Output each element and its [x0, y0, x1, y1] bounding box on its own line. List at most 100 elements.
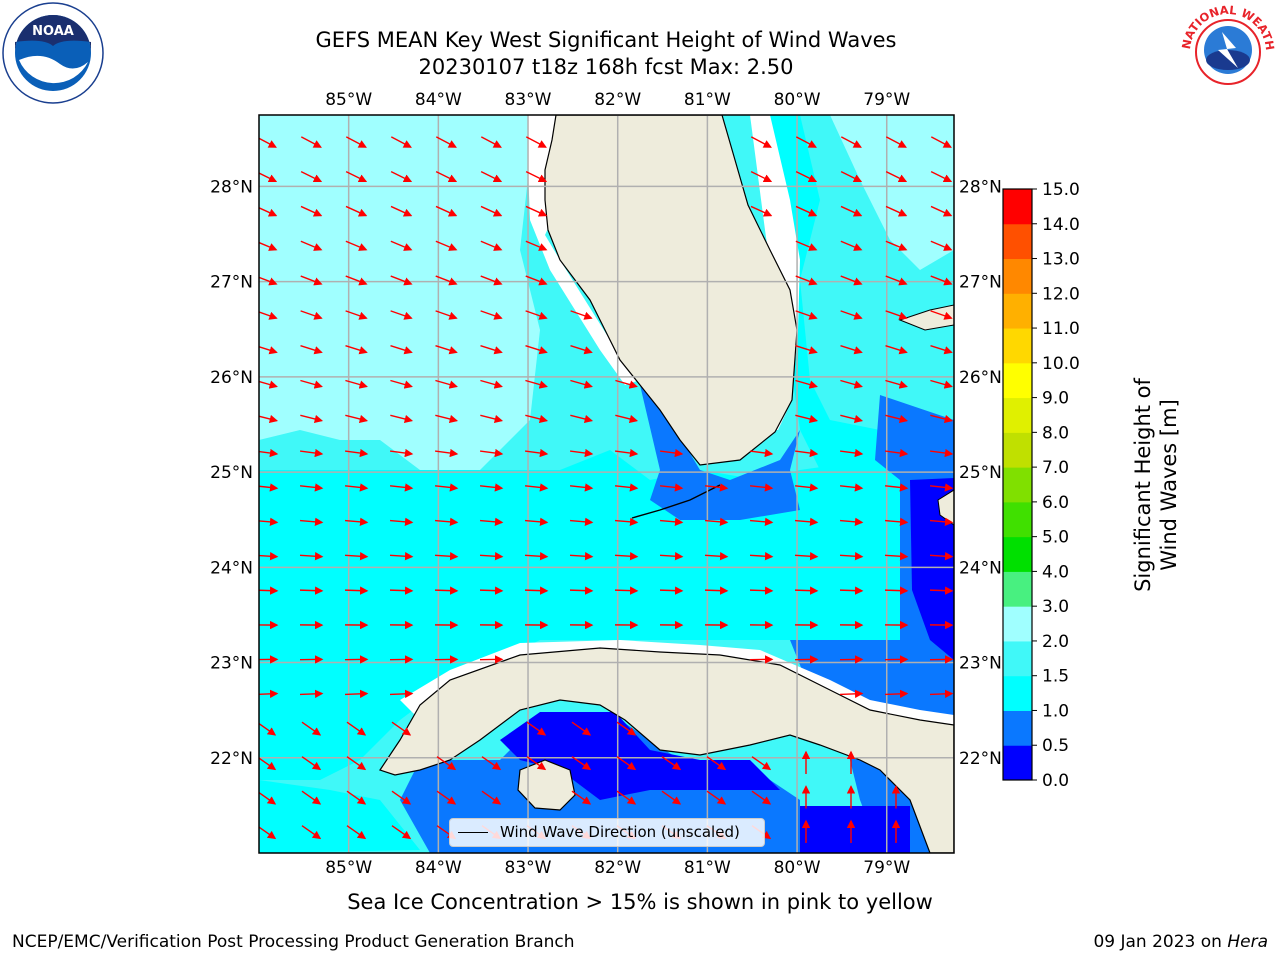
map-panel	[259, 115, 954, 853]
colorbar-swatch	[1003, 606, 1032, 642]
wind-wave-arrow	[526, 721, 547, 736]
wind-wave-arrow	[344, 689, 369, 699]
colorbar-swatch	[1003, 189, 1032, 225]
wind-wave-arrow	[524, 586, 549, 595]
wind-wave-arrow	[930, 345, 953, 355]
wind-wave-arrow	[795, 275, 818, 286]
lon-tick-label: 82°W	[594, 858, 641, 878]
colorbar-swatch	[1003, 467, 1032, 503]
wind-wave-arrow	[480, 205, 503, 217]
lat-tick-label: 27°N	[959, 273, 1002, 293]
colorbar-tick-label: 6.0	[1042, 493, 1069, 513]
wind-wave-arrow	[259, 722, 277, 736]
wind-wave-arrow	[259, 517, 279, 527]
wind-wave-arrow	[704, 586, 729, 595]
wind-wave-arrow	[259, 586, 279, 595]
wave-region-1m-sw	[259, 780, 420, 853]
wind-wave-arrow	[884, 517, 909, 527]
wind-wave-arrow	[300, 379, 323, 389]
wind-wave-arrow	[480, 136, 502, 148]
wind-wave-arrow	[391, 721, 412, 736]
wind-wave-arrow	[795, 379, 818, 389]
wind-wave-arrow	[659, 552, 684, 561]
wind-wave-arrow	[390, 240, 413, 251]
wave-region-0m-south	[500, 712, 780, 800]
wind-wave-arrow	[345, 275, 368, 286]
wind-wave-arrow	[659, 586, 684, 595]
lon-ticks-top: 85°W 84°W 83°W 82°W 81°W 80°W 79°W	[325, 90, 910, 110]
wind-wave-arrow	[390, 275, 413, 286]
wind-wave-arrow	[300, 240, 323, 251]
wind-wave-arrow	[795, 345, 818, 355]
colorbar-swatch	[1003, 258, 1032, 294]
lat-tick-label: 25°N	[959, 463, 1002, 483]
wind-wave-arrow	[390, 379, 413, 389]
wind-wave-arrow	[480, 240, 503, 251]
wind-wave-arrow	[525, 310, 548, 320]
wind-wave-arrow	[345, 379, 368, 389]
wind-wave-arrow	[390, 136, 412, 148]
wind-wave-arrow	[660, 448, 684, 458]
wind-wave-arrow	[795, 414, 819, 424]
wind-wave-arrow	[929, 483, 954, 492]
wind-wave-arrow	[840, 345, 863, 355]
wind-wave-arrow	[435, 414, 459, 424]
lon-tick-label: 81°W	[684, 858, 731, 878]
wind-wave-arrow	[481, 790, 502, 805]
wind-wave-arrow	[616, 721, 637, 736]
wind-wave-arrow	[259, 483, 279, 492]
lat-tick-label: 24°N	[210, 558, 253, 578]
wind-wave-arrow	[885, 275, 908, 286]
wind-wave-arrow	[299, 483, 324, 492]
wind-wave-arrow	[300, 275, 323, 286]
wind-wave-arrow	[346, 721, 367, 736]
wind-wave-arrow	[300, 310, 323, 320]
wind-wave-arrow	[436, 756, 457, 771]
wind-wave-arrow	[614, 586, 639, 595]
wind-wave-arrow	[345, 448, 369, 458]
wind-wave-arrow	[389, 552, 414, 561]
colorbar-tick-label: 3.0	[1042, 597, 1069, 617]
wind-wave-arrow	[706, 790, 727, 805]
wind-wave-arrow	[615, 414, 639, 424]
wind-wave-arrow	[524, 517, 549, 527]
wind-wave-arrow	[571, 756, 592, 771]
wind-wave-arrow	[480, 345, 503, 355]
wind-wave-arrow	[706, 756, 727, 771]
wind-wave-arrow	[525, 345, 548, 355]
wind-wave-arrow	[481, 756, 502, 771]
colorbar-tick-label: 13.0	[1042, 250, 1080, 270]
lat-tick-label: 27°N	[210, 273, 253, 293]
wind-wave-arrow	[571, 721, 592, 736]
colorbar: 0.0 0.5 1.0 1.5 2.0 3.0 4.0 5.0 6.0 7.0 8.0 9.0 10.0…	[1002, 180, 1080, 791]
wind-wave-arrow	[259, 757, 277, 771]
wind-wave-arrow	[661, 790, 682, 805]
wind-wave-arrow	[390, 448, 414, 458]
wind-wave-arrow	[884, 586, 909, 595]
wind-wave-arrow	[525, 240, 548, 251]
wind-wave-arrow	[389, 586, 414, 595]
wind-wave-arrow	[749, 517, 774, 527]
wind-wave-arrow	[569, 586, 594, 595]
footer-host: Hera	[1227, 932, 1268, 952]
wind-wave-arrow	[300, 136, 322, 148]
lat-tick-label: 23°N	[959, 654, 1002, 674]
wind-wave-arrow	[840, 205, 863, 217]
wind-wave-arrow	[616, 790, 637, 805]
wind-wave-arrow	[344, 552, 369, 561]
wind-wave-arrow	[885, 345, 908, 355]
wind-wave-arrow	[345, 240, 368, 251]
wind-wave-arrow	[435, 240, 458, 251]
colorbar-tick-label: 14.0	[1042, 215, 1080, 235]
lon-ticks-bottom: 85°W 84°W 83°W 82°W 81°W 80°W 79°W	[325, 858, 910, 878]
wind-wave-arrow	[525, 448, 549, 458]
wind-wave-arrow	[389, 689, 414, 699]
wave-region-1m-atlantic	[760, 115, 900, 480]
wind-wave-arrow	[840, 448, 864, 458]
wind-wave-arrow	[480, 414, 504, 424]
lon-tick-label: 79°W	[863, 858, 910, 878]
wind-wave-arrow	[391, 790, 412, 805]
wind-wave-arrow	[930, 414, 954, 424]
wind-wave-arrow	[794, 552, 819, 561]
wind-wave-arrow	[344, 586, 369, 595]
